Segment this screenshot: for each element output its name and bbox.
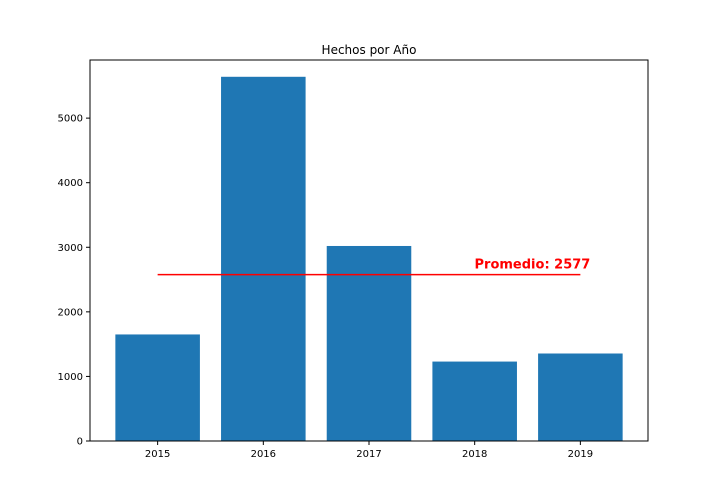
average-label: Promedio: 2577 xyxy=(475,258,591,273)
y-tick-label: 5000 xyxy=(58,114,83,125)
x-tick-label: 2015 xyxy=(145,449,170,460)
y-tick-label: 2000 xyxy=(58,307,83,318)
x-axis-ticks: 2015 2016 2017 2018 2019 xyxy=(145,441,593,460)
bar-2019 xyxy=(538,353,623,441)
bar-2017 xyxy=(326,245,412,441)
bar-2015 xyxy=(115,334,200,441)
y-axis-ticks: 0 1000 2000 3000 4000 5000 xyxy=(58,114,90,448)
y-tick-label: 0 xyxy=(77,437,83,448)
x-tick-label: 2019 xyxy=(568,449,593,460)
x-tick-label: 2016 xyxy=(251,449,276,460)
y-tick-label: 1000 xyxy=(58,372,83,383)
bar-2018 xyxy=(432,361,517,441)
bars-group xyxy=(115,76,623,442)
x-tick-label: 2017 xyxy=(356,449,381,460)
y-tick-label: 4000 xyxy=(58,178,83,189)
bar-2016 xyxy=(221,76,306,442)
x-tick-label: 2018 xyxy=(462,449,487,460)
y-tick-label: 3000 xyxy=(58,243,83,254)
plot-frame xyxy=(89,59,649,442)
chart-title: Hechos por Año xyxy=(322,43,417,57)
